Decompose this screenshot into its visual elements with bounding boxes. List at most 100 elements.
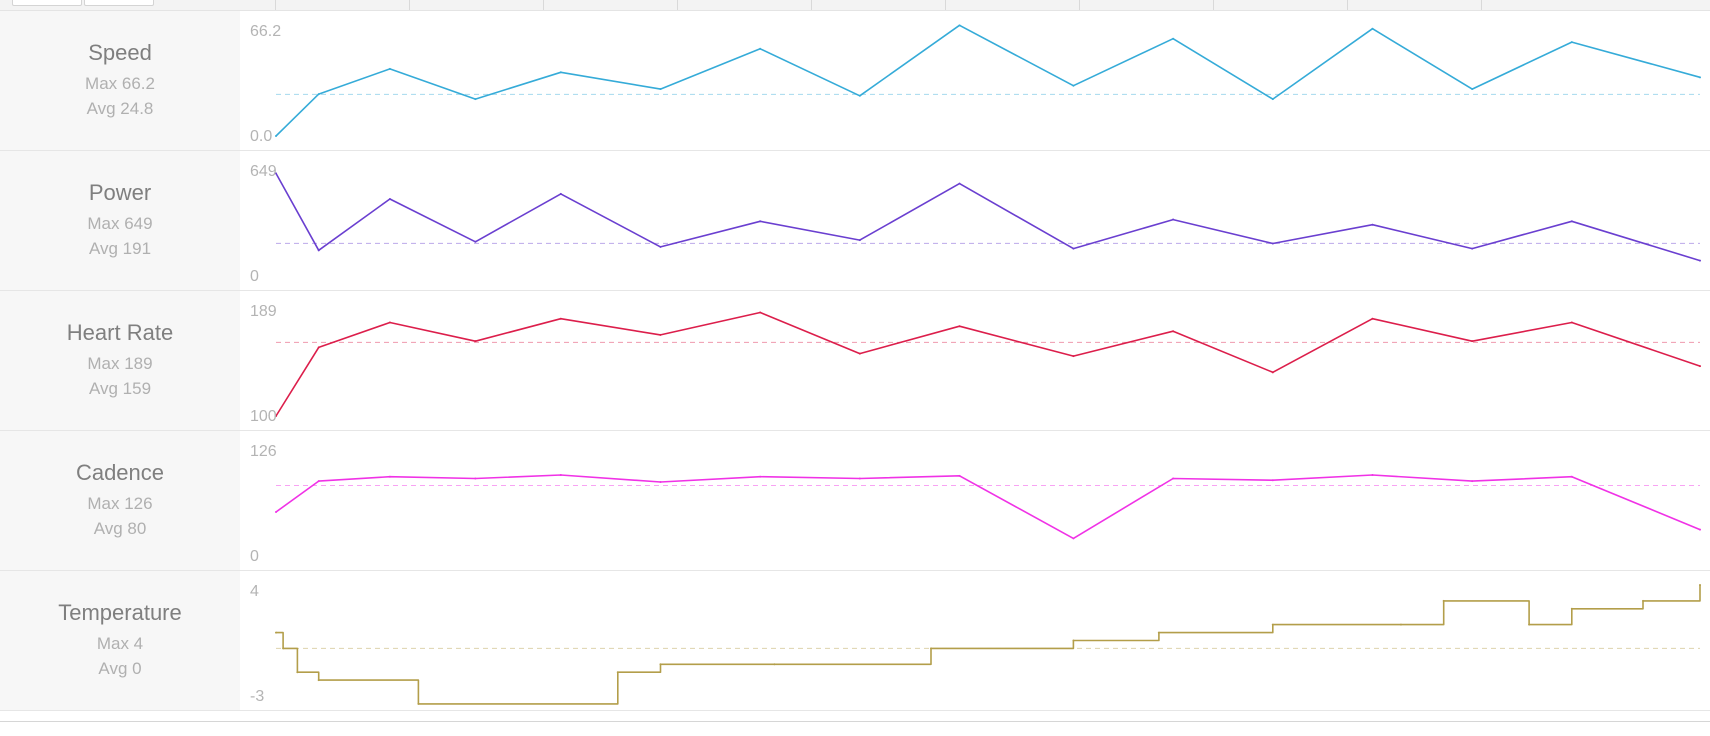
data-point: [1699, 528, 1701, 531]
metric-label-panel: Speed Max 66.2 Avg 24.8: [0, 11, 240, 150]
y-axis-max-label: 66.2: [250, 23, 282, 40]
time-axis-tick: [409, 0, 410, 10]
data-point: [559, 192, 562, 195]
cadence-plot[interactable]: [240, 431, 1710, 570]
data-point: [1271, 98, 1274, 101]
series-line: [275, 311, 1701, 417]
data-point: [559, 71, 562, 74]
data-point: [1570, 220, 1573, 223]
data-point: [1642, 599, 1645, 602]
data-point: [474, 340, 477, 343]
series-line: [276, 585, 1701, 705]
data-point: [1471, 480, 1474, 483]
y-axis-min-label: 0.0: [250, 128, 273, 145]
data-point: [1157, 631, 1160, 634]
metric-row-power: Power Max 649 Avg 191 649 0: [0, 151, 1710, 291]
y-axis-max-label: 4: [250, 583, 259, 600]
y-axis-min-label: -3: [250, 688, 265, 705]
metric-max: Max 649: [87, 214, 153, 233]
data-point: [1371, 27, 1374, 30]
data-point: [616, 671, 619, 674]
data-point: [275, 510, 277, 513]
power-plot[interactable]: [240, 151, 1710, 290]
data-point: [282, 647, 285, 650]
bottom-divider: [0, 721, 1710, 722]
data-point: [1172, 477, 1175, 480]
metric-stats: Max 189 Avg 159: [0, 351, 240, 401]
data-point: [275, 415, 277, 417]
speed-plot[interactable]: [240, 11, 1710, 150]
data-point: [759, 475, 762, 478]
metric-title: Cadence: [75, 460, 165, 485]
data-point: [659, 481, 662, 483]
metric-title: Power: [88, 180, 152, 205]
metric-avg: Avg 80: [93, 519, 147, 538]
data-point: [388, 475, 391, 478]
data-point: [759, 311, 762, 314]
data-point: [1699, 259, 1701, 262]
data-point: [474, 477, 477, 480]
metric-max: Max 66.2: [85, 74, 155, 93]
temperature-plot[interactable]: [240, 571, 1710, 710]
y-axis-min-label: 100: [250, 408, 277, 425]
data-point: [930, 647, 933, 650]
data-point: [1471, 247, 1474, 250]
data-point: [1172, 37, 1175, 40]
time-axis-tick: [1213, 0, 1214, 10]
heart-rate-plot[interactable]: [240, 291, 1710, 430]
y-axis-max-label: 649: [250, 163, 277, 180]
data-point: [1570, 607, 1573, 610]
data-point: [659, 663, 662, 666]
data-point: [317, 93, 320, 96]
data-point: [1570, 41, 1573, 44]
y-axis-min-label: 0: [250, 548, 259, 565]
data-point: [317, 679, 320, 682]
data-point: [1072, 355, 1075, 358]
toolbar-tab-left[interactable]: [12, 0, 82, 6]
metric-max: Max 126: [87, 494, 153, 513]
data-point: [1570, 475, 1573, 478]
time-axis-tick: [677, 0, 678, 10]
data-point: [559, 317, 562, 320]
data-point: [1471, 88, 1474, 91]
metric-label-panel: Heart Rate Max 189 Avg 159: [0, 291, 240, 430]
data-point: [1271, 371, 1274, 374]
data-point: [773, 663, 776, 666]
data-point: [958, 325, 961, 328]
toolbar-tab-right[interactable]: [84, 0, 154, 6]
data-point: [296, 671, 299, 674]
metric-avg: Avg 0: [98, 659, 142, 678]
data-point: [474, 240, 477, 243]
time-axis-tick: [1481, 0, 1482, 10]
data-point: [1699, 365, 1701, 368]
cadence-chart-svg: [275, 473, 1701, 540]
data-point: [388, 321, 391, 324]
metric-avg: Avg 159: [88, 379, 152, 398]
metric-label-panel: Temperature Max 4 Avg 0: [0, 571, 240, 710]
speed-chart-svg: [275, 24, 1701, 137]
data-point: [1072, 537, 1075, 540]
series-line: [275, 474, 1701, 540]
data-point: [858, 352, 861, 355]
metric-max: Max 189: [87, 354, 153, 373]
data-point: [759, 220, 762, 223]
metric-label-panel: Cadence Max 126 Avg 80: [0, 431, 240, 570]
series-line: [275, 24, 1701, 137]
data-point: [1072, 84, 1075, 87]
data-point: [388, 67, 391, 70]
data-point: [275, 172, 277, 175]
data-point: [317, 249, 320, 252]
data-point: [858, 239, 861, 242]
metric-avg: Avg 24.8: [86, 99, 154, 118]
data-point: [1699, 584, 1701, 586]
time-axis-tick: [275, 0, 276, 10]
series-line: [275, 173, 1701, 262]
metric-stats: Max 66.2 Avg 24.8: [0, 71, 240, 121]
data-point: [1471, 340, 1474, 343]
data-point: [659, 245, 662, 248]
metric-row-speed: Speed Max 66.2 Avg 24.8 66.2 0.0: [0, 11, 1710, 151]
data-point: [1699, 76, 1701, 79]
metric-stats: Max 649 Avg 191: [0, 211, 240, 261]
metric-row-cadence: Cadence Max 126 Avg 80 126 0: [0, 431, 1710, 571]
data-point: [1271, 242, 1274, 245]
